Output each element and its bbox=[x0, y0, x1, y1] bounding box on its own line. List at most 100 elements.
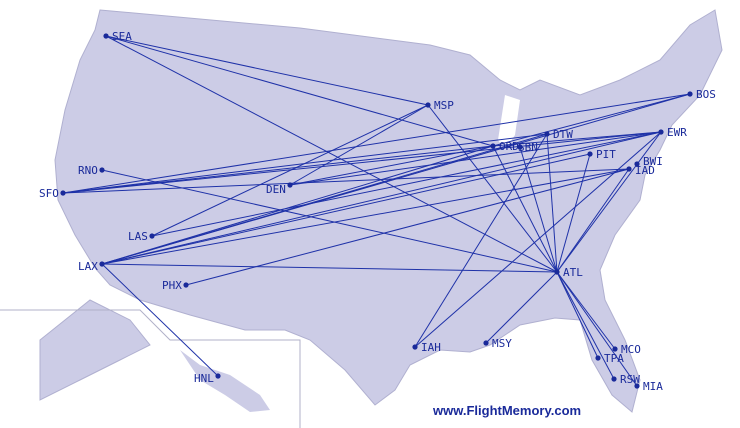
route-atl-rsw bbox=[556, 271, 615, 380]
route-sea-atl bbox=[105, 35, 558, 273]
route-sfo-ord bbox=[62, 145, 494, 194]
route-lax-pit bbox=[101, 153, 591, 265]
airport-den[interactable]: DEN bbox=[266, 182, 293, 196]
route-atl-dtw bbox=[546, 133, 558, 273]
route-den-ord bbox=[289, 145, 494, 186]
route-atl-mco bbox=[556, 271, 616, 350]
airport-label: HNL bbox=[194, 372, 214, 385]
airport-label: MCO bbox=[621, 343, 641, 356]
airport-label: BWI bbox=[643, 155, 663, 168]
route-ewr-las bbox=[151, 131, 662, 237]
route-msp-las bbox=[151, 104, 429, 237]
route-sfo-iad bbox=[62, 168, 630, 194]
route-lax-hnl bbox=[101, 263, 219, 377]
airport-label: DTW bbox=[553, 128, 573, 141]
airport-atl[interactable]: ATL bbox=[554, 266, 583, 279]
airport-label: ATL bbox=[563, 266, 583, 279]
airport-bos[interactable]: BOS bbox=[687, 88, 716, 101]
route-atl-tpa bbox=[556, 271, 599, 359]
airport-dot bbox=[99, 167, 105, 173]
route-bos-sfo bbox=[62, 93, 691, 194]
airport-label: RSW bbox=[620, 373, 640, 386]
airport-dot bbox=[544, 131, 550, 137]
airport-dot bbox=[183, 282, 189, 288]
route-ewr-sfo bbox=[62, 131, 662, 194]
airport-lax[interactable]: LAX bbox=[78, 260, 105, 273]
route-atl-iad bbox=[556, 168, 630, 273]
airport-dot bbox=[287, 182, 293, 188]
airport-dot bbox=[658, 129, 664, 135]
route-atl-msy bbox=[485, 271, 558, 344]
route-atl-ord bbox=[492, 145, 558, 273]
us-landmass bbox=[0, 9, 723, 428]
airport-mia[interactable]: MIA bbox=[634, 380, 663, 393]
airport-pit[interactable]: PIT bbox=[587, 148, 616, 161]
airport-dot bbox=[99, 261, 105, 267]
airport-ord[interactable]: ORD bbox=[490, 140, 519, 153]
airport-label: LAX bbox=[78, 260, 98, 273]
airport-iad[interactable]: IAD bbox=[626, 164, 655, 177]
route-bos-ord bbox=[492, 93, 691, 147]
airport-label: SBN bbox=[518, 141, 538, 154]
airport-label: LAS bbox=[128, 230, 148, 243]
airport-hnl[interactable]: HNL bbox=[194, 372, 221, 385]
airport-tpa[interactable]: TPA bbox=[595, 352, 624, 365]
airport-bwi[interactable]: BWI bbox=[634, 155, 663, 168]
airport-label: MSP bbox=[434, 99, 454, 112]
airport-phx[interactable]: PHX bbox=[162, 279, 189, 292]
airport-label: DEN bbox=[266, 183, 286, 196]
airport-sbn[interactable]: SBN bbox=[517, 141, 538, 154]
airport-ewr[interactable]: EWR bbox=[658, 126, 687, 139]
airport-label: RNO bbox=[78, 164, 98, 177]
flightmemory-credit[interactable]: www.FlightMemory.com bbox=[433, 403, 582, 418]
route-rno-atl bbox=[101, 169, 558, 273]
route-ewr-iah bbox=[414, 131, 662, 348]
airport-rsw[interactable]: RSW bbox=[611, 373, 640, 386]
route-msp-atl bbox=[427, 104, 558, 273]
airport-dot bbox=[412, 344, 418, 350]
route-lax-dtw bbox=[101, 133, 548, 265]
route-ewr-den bbox=[289, 131, 662, 186]
airport-iah[interactable]: IAH bbox=[412, 341, 441, 354]
route-lax-ord bbox=[101, 145, 494, 265]
airport-dot bbox=[634, 161, 640, 167]
airport-sfo[interactable]: SFO bbox=[39, 187, 66, 200]
airport-dot bbox=[517, 144, 523, 150]
airport-dot bbox=[103, 33, 109, 39]
airport-label: TPA bbox=[604, 352, 624, 365]
route-ewr-ord bbox=[492, 131, 662, 147]
airport-dot bbox=[587, 151, 593, 157]
airport-dot bbox=[60, 190, 66, 196]
route-phx-iad bbox=[185, 168, 630, 286]
airport-label: EWR bbox=[667, 126, 687, 139]
airport-sea[interactable]: SEA bbox=[103, 30, 132, 43]
route-iah-dtw bbox=[414, 133, 548, 348]
airport-rno[interactable]: RNO bbox=[78, 164, 105, 177]
airport-msy[interactable]: MSY bbox=[483, 337, 512, 350]
airport-label: BOS bbox=[696, 88, 716, 101]
airport-label: MSY bbox=[492, 337, 512, 350]
airport-mco[interactable]: MCO bbox=[612, 343, 641, 356]
airport-dtw[interactable]: DTW bbox=[544, 128, 573, 141]
route-msp-den bbox=[289, 104, 429, 186]
airport-dot bbox=[611, 376, 617, 382]
airport-dot bbox=[634, 383, 640, 389]
airport-label: ORD bbox=[499, 140, 519, 153]
airport-dot bbox=[149, 233, 155, 239]
airport-dot bbox=[687, 91, 693, 97]
airport-las[interactable]: LAS bbox=[128, 230, 155, 243]
airport-dot bbox=[215, 373, 221, 379]
routes-layer bbox=[62, 35, 691, 387]
route-atl-mia bbox=[556, 271, 638, 387]
airport-dot bbox=[612, 346, 618, 352]
route-ewr-lax bbox=[101, 131, 662, 265]
airport-dot bbox=[483, 340, 489, 346]
airport-dot bbox=[595, 355, 601, 361]
airport-msp[interactable]: MSP bbox=[425, 99, 454, 112]
route-sea-msp bbox=[105, 35, 429, 106]
route-sea-ord bbox=[105, 35, 494, 147]
route-lax-iad bbox=[101, 168, 630, 265]
